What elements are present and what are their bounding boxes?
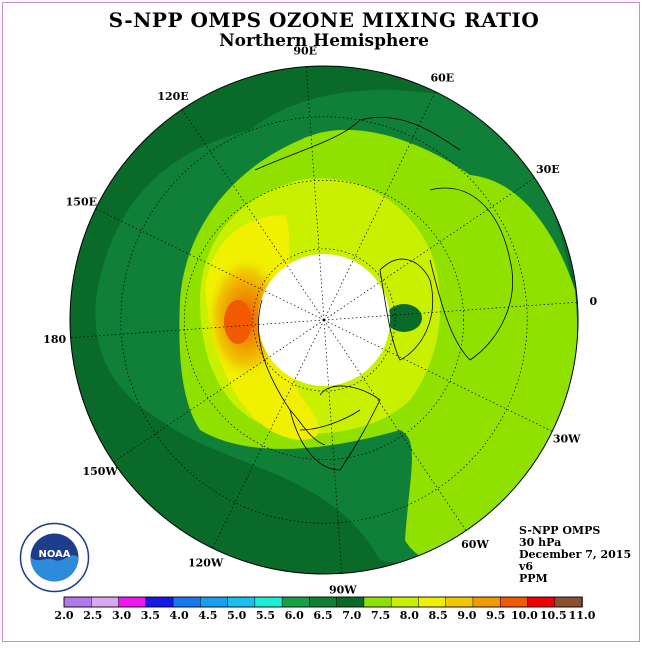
colorbar-swatch <box>91 596 120 608</box>
version-label: v6 <box>519 560 534 573</box>
graticule <box>69 65 579 575</box>
longitude-label: 60W <box>461 538 489 551</box>
longitude-labels: 90E 60E 30E 0 30W 60W 90W 120W 150W 180 150E 120E <box>43 45 597 597</box>
colorbar-tick-label: 10.5 <box>540 609 567 622</box>
colorbar-swatch <box>281 596 311 608</box>
colorbar-swatch <box>527 596 556 608</box>
pressure-level-label: 30 hPa <box>519 536 562 549</box>
colorbar-tick-label: 9.0 <box>457 609 476 622</box>
map-title: S-NPP OMPS OZONE MIXING RATIO <box>108 8 540 32</box>
colorbar-swatch <box>63 596 93 608</box>
instrument-label: S-NPP OMPS <box>519 524 601 537</box>
colorbar-tick-label: 4.0 <box>170 609 189 622</box>
longitude-label: 150W <box>82 465 118 478</box>
colorbar-tick-label: 7.0 <box>342 609 361 622</box>
latitude-circle <box>252 248 396 392</box>
colorbar-swatch <box>200 596 229 608</box>
longitude-label: 30E <box>536 163 560 176</box>
colorbar-swatch <box>445 596 474 608</box>
colorbar-tick-label: 7.5 <box>371 609 390 622</box>
colorbar-outline <box>63 596 583 608</box>
colorbar-swatch <box>145 596 174 608</box>
colorbar-swatch <box>336 596 365 608</box>
longitude-label: 120E <box>157 90 188 103</box>
colorbar-swatch <box>227 596 256 608</box>
colorbar-tick-label: 8.5 <box>429 609 448 622</box>
colorbar-tick-label: 6.0 <box>285 609 304 622</box>
noaa-logo-text: NOAA <box>38 549 70 560</box>
colorbar-tick-label: 5.0 <box>227 609 246 622</box>
date-label: December 7, 2015 <box>519 548 632 561</box>
colorbar-swatch <box>472 596 501 608</box>
colorbar-swatch <box>499 596 529 608</box>
colorbar-tick-label: 8.0 <box>400 609 419 622</box>
longitude-label: 0 <box>590 295 598 308</box>
colorbar-swatch <box>554 596 583 608</box>
longitude-label: 150E <box>66 196 97 209</box>
map-boundary <box>69 65 579 575</box>
colorbar-tick-label: 5.5 <box>256 609 275 622</box>
colorbar-tick-label: 2.5 <box>83 609 102 622</box>
colorbar-tick-label: 3.0 <box>112 609 131 622</box>
latitude-circle <box>120 116 528 524</box>
longitude-label: 180 <box>43 333 66 346</box>
longitude-label: 90W <box>329 583 357 596</box>
longitude-label: 90E <box>293 45 317 58</box>
colorbar-tick-label: 2.0 <box>54 609 73 622</box>
colorbar-tick-label: 9.5 <box>486 609 505 622</box>
colorbar-swatch <box>418 596 447 608</box>
colorbar-swatch <box>363 596 392 608</box>
colorbar-tick-label: 3.5 <box>141 609 160 622</box>
longitude-label: 60E <box>431 71 455 84</box>
longitude-label: 120W <box>188 557 224 570</box>
colorbar-tick-label: 11.0 <box>569 609 596 622</box>
latitude-circle <box>183 179 465 461</box>
colorbar-swatch <box>172 596 202 608</box>
longitude-label: 30W <box>553 432 581 445</box>
coastlines <box>254 116 513 471</box>
plot-frame <box>2 2 640 642</box>
colorbar-swatch <box>254 596 283 608</box>
colorbar: 2.0 2.5 3.0 3.5 4.0 4.5 5.0 5.5 6.0 6.5 7.0 7.5 8.0 8… <box>54 596 596 622</box>
colorbar-swatch <box>390 596 420 608</box>
units-label: PPM <box>519 572 548 585</box>
noaa-logo: NOAA <box>19 522 90 593</box>
colorbar-tick-label: 4.5 <box>198 609 217 622</box>
colorbar-swatch <box>309 596 338 608</box>
colorbar-tick-label: 6.5 <box>313 609 332 622</box>
colorbar-tick-label: 10.0 <box>511 609 538 622</box>
map-subtitle: Northern Hemisphere <box>219 31 429 51</box>
colorbar-swatch <box>118 596 147 608</box>
